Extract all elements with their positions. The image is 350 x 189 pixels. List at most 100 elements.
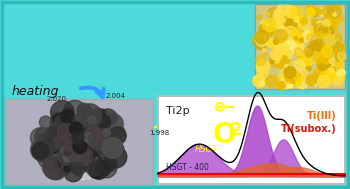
Circle shape <box>316 22 322 27</box>
Circle shape <box>291 79 295 84</box>
Circle shape <box>336 51 346 62</box>
Circle shape <box>45 135 68 158</box>
Circle shape <box>256 34 268 46</box>
Circle shape <box>320 26 330 37</box>
Circle shape <box>276 75 284 83</box>
Circle shape <box>320 53 331 64</box>
Circle shape <box>252 35 264 46</box>
Circle shape <box>295 45 308 58</box>
Circle shape <box>41 150 57 166</box>
Circle shape <box>33 141 54 162</box>
Circle shape <box>95 125 105 135</box>
Circle shape <box>72 145 85 158</box>
Circle shape <box>295 80 301 86</box>
Circle shape <box>307 34 314 41</box>
Circle shape <box>300 31 310 42</box>
Circle shape <box>85 126 93 133</box>
Circle shape <box>285 6 297 18</box>
Circle shape <box>275 8 285 18</box>
Circle shape <box>44 157 66 180</box>
Circle shape <box>306 60 311 66</box>
Text: 1.998: 1.998 <box>149 130 169 136</box>
Circle shape <box>302 59 311 67</box>
Circle shape <box>88 116 96 125</box>
Circle shape <box>292 37 295 41</box>
Circle shape <box>290 12 295 17</box>
Circle shape <box>287 22 292 27</box>
Circle shape <box>87 135 99 146</box>
Circle shape <box>337 72 340 76</box>
Circle shape <box>316 62 321 67</box>
Circle shape <box>55 146 62 153</box>
Circle shape <box>334 35 341 41</box>
Circle shape <box>323 35 336 47</box>
Circle shape <box>61 117 81 137</box>
Circle shape <box>291 30 300 39</box>
Circle shape <box>280 26 284 29</box>
Circle shape <box>299 38 303 42</box>
Circle shape <box>300 17 308 25</box>
Circle shape <box>286 24 292 30</box>
Circle shape <box>274 9 285 20</box>
Circle shape <box>298 55 308 67</box>
Circle shape <box>265 28 273 36</box>
Circle shape <box>99 164 111 175</box>
Circle shape <box>298 54 309 65</box>
Circle shape <box>273 39 279 44</box>
Text: O: O <box>213 121 237 149</box>
Circle shape <box>30 128 50 148</box>
Circle shape <box>333 74 342 83</box>
Circle shape <box>280 34 284 37</box>
Circle shape <box>311 51 323 64</box>
Circle shape <box>71 146 92 166</box>
Circle shape <box>256 60 270 74</box>
Circle shape <box>273 12 284 22</box>
Circle shape <box>322 74 328 80</box>
Circle shape <box>71 135 84 148</box>
Circle shape <box>290 9 296 15</box>
Circle shape <box>51 139 61 150</box>
Circle shape <box>55 121 66 132</box>
Text: 2.004: 2.004 <box>105 93 125 99</box>
Circle shape <box>323 44 328 49</box>
Circle shape <box>82 106 93 117</box>
Circle shape <box>54 162 60 168</box>
Circle shape <box>62 119 80 136</box>
Circle shape <box>40 116 52 129</box>
Text: HSGT: HSGT <box>195 145 218 154</box>
Circle shape <box>219 106 221 108</box>
Circle shape <box>84 133 93 142</box>
Circle shape <box>326 72 332 79</box>
Circle shape <box>322 6 333 16</box>
Circle shape <box>58 118 64 124</box>
Circle shape <box>54 132 65 144</box>
Circle shape <box>38 146 60 169</box>
Circle shape <box>102 138 123 158</box>
Circle shape <box>274 29 287 43</box>
Circle shape <box>79 133 101 156</box>
Circle shape <box>317 57 330 71</box>
Circle shape <box>331 63 343 75</box>
Text: 2: 2 <box>230 121 243 139</box>
Circle shape <box>290 19 300 29</box>
Circle shape <box>316 74 328 85</box>
Circle shape <box>327 27 334 35</box>
Circle shape <box>88 119 97 129</box>
Circle shape <box>274 20 283 29</box>
Circle shape <box>41 104 117 180</box>
Circle shape <box>267 8 280 20</box>
Circle shape <box>285 72 294 82</box>
Circle shape <box>285 70 295 81</box>
Circle shape <box>319 25 331 37</box>
Circle shape <box>326 24 329 27</box>
Circle shape <box>296 77 308 89</box>
Circle shape <box>290 12 296 19</box>
Circle shape <box>267 40 274 47</box>
Circle shape <box>327 76 332 81</box>
Circle shape <box>50 154 72 176</box>
Circle shape <box>334 73 340 79</box>
Circle shape <box>327 71 335 79</box>
Circle shape <box>289 23 301 35</box>
Circle shape <box>327 71 330 75</box>
Circle shape <box>56 153 62 159</box>
